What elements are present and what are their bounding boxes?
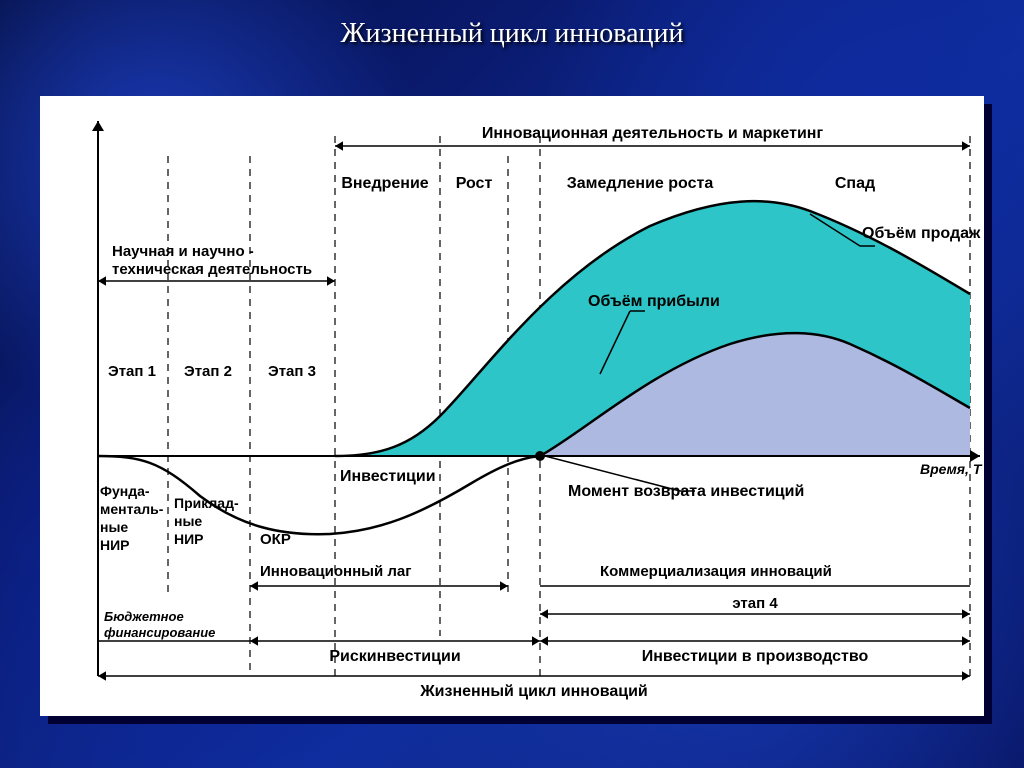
chart-panel: Инновационная деятельность и маркетинг Вн… (40, 96, 984, 716)
svg-text:Фунда-: Фунда- (100, 483, 150, 499)
svg-text:Инновационная деятельность и м: Инновационная деятельность и маркетинг (482, 125, 824, 142)
svg-text:менталь-: менталь- (100, 501, 164, 517)
svg-text:Жизненный цикл инноваций: Жизненный цикл инноваций (419, 683, 648, 700)
svg-text:Рискинвестиции: Рискинвестиции (329, 648, 460, 665)
svg-text:Замедление роста: Замедление роста (567, 175, 714, 192)
svg-text:Этап 3: Этап 3 (268, 363, 316, 380)
svg-text:Внедрение: Внедрение (341, 175, 428, 192)
svg-text:Объём продаж: Объём продаж (862, 225, 981, 242)
svg-text:Инвестиции в производство: Инвестиции в производство (642, 648, 869, 665)
svg-text:Этап 2: Этап 2 (184, 363, 232, 380)
chart-container: Инновационная деятельность и маркетинг Вн… (40, 96, 984, 716)
svg-text:Момент возврата инвестиций: Момент возврата инвестиций (568, 483, 804, 500)
svg-text:этап 4: этап 4 (732, 595, 778, 612)
svg-text:Рост: Рост (456, 175, 493, 192)
svg-text:Время, T: Время, T (920, 461, 983, 477)
svg-text:НИР: НИР (100, 537, 130, 553)
svg-text:Объём прибыли: Объём прибыли (588, 293, 720, 310)
svg-text:Этап 1: Этап 1 (108, 363, 156, 380)
svg-text:ные: ные (174, 513, 202, 529)
svg-text:Коммерциализация инноваций: Коммерциализация инноваций (600, 563, 832, 580)
svg-text:финансирование: финансирование (104, 625, 215, 640)
svg-text:Спад: Спад (835, 175, 875, 192)
slide-title: Жизненный цикл инноваций (0, 18, 1024, 50)
svg-text:Научная и научно -: Научная и научно - (112, 243, 254, 260)
svg-text:НИР: НИР (174, 531, 204, 547)
svg-text:техническая деятельность: техническая деятельность (112, 261, 312, 278)
svg-text:ные: ные (100, 519, 128, 535)
svg-text:Инновационный лаг: Инновационный лаг (260, 563, 411, 580)
chart-svg: Инновационная деятельность и маркетинг Вн… (40, 96, 984, 716)
svg-text:Приклад-: Приклад- (174, 495, 239, 511)
svg-text:Бюджетное: Бюджетное (104, 609, 184, 624)
svg-text:ОКР: ОКР (260, 531, 291, 548)
svg-text:Инвестиции: Инвестиции (340, 468, 436, 485)
